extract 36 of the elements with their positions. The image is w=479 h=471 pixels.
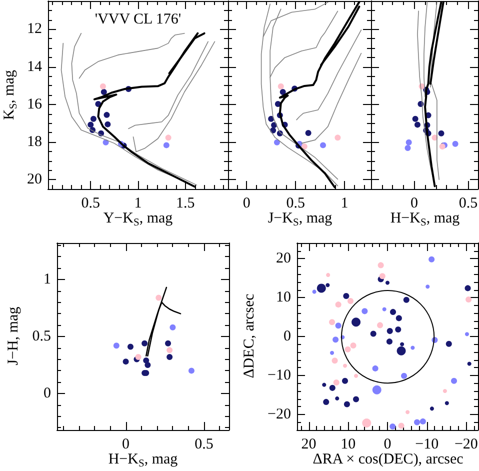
y-tick-label: 20	[27, 172, 42, 188]
x-tick-label: 1.5	[176, 196, 195, 212]
x-tick-label: 0	[410, 196, 418, 212]
x-axis-title: Y−K$_{S}$, mag	[103, 210, 173, 229]
x-tick-label: 10	[340, 436, 356, 452]
y-tick-label: 12	[27, 21, 42, 38]
x-axis-title: J−K$_{S}$, mag	[268, 210, 332, 229]
x-tick-label: 0	[242, 196, 250, 212]
text: 'VVV CL 176'	[94, 12, 182, 28]
y-tick-label: 18	[27, 134, 42, 150]
y-tick-label: 1	[44, 271, 51, 288]
y-tick-label: 10	[276, 290, 291, 306]
x-tick-label: 1	[134, 196, 142, 212]
x-tick-label: −20	[454, 436, 478, 452]
x-axis-title: H−K$_{S}$, mag	[390, 210, 460, 229]
y-tick-label: −10	[268, 367, 291, 384]
x-tick-label: 1	[340, 196, 348, 212]
x-axis-title: H−K$_{S}$, mag	[108, 452, 178, 470]
y-tick-label: −20	[268, 406, 291, 422]
x-tick-label: 0.5	[458, 196, 478, 212]
y-tick-label: 0.5	[32, 328, 51, 344]
x-tick-label: 0.5	[81, 196, 100, 212]
x-tick-label: 0	[384, 436, 392, 452]
y-axis-title: J−H, mag	[6, 306, 22, 366]
x-tick-label: 20	[301, 436, 316, 452]
x-tick-label: 0	[122, 436, 130, 452]
y-tick-label: 0	[44, 386, 51, 402]
x-axis-title: ΔRA × cos(DEC), arcsec	[312, 452, 464, 468]
y-tick-label: 0	[284, 328, 291, 344]
y-tick-label: 14	[27, 58, 42, 75]
x-tick-label: 0.5	[286, 196, 305, 212]
y-tick-label: 16	[27, 96, 42, 112]
x-tick-label: −10	[415, 436, 439, 452]
y-axis-title: ΔDEC, arcsec	[242, 294, 258, 378]
x-tick-label: 0.5	[194, 436, 214, 452]
y-tick-label: 20	[276, 250, 291, 267]
